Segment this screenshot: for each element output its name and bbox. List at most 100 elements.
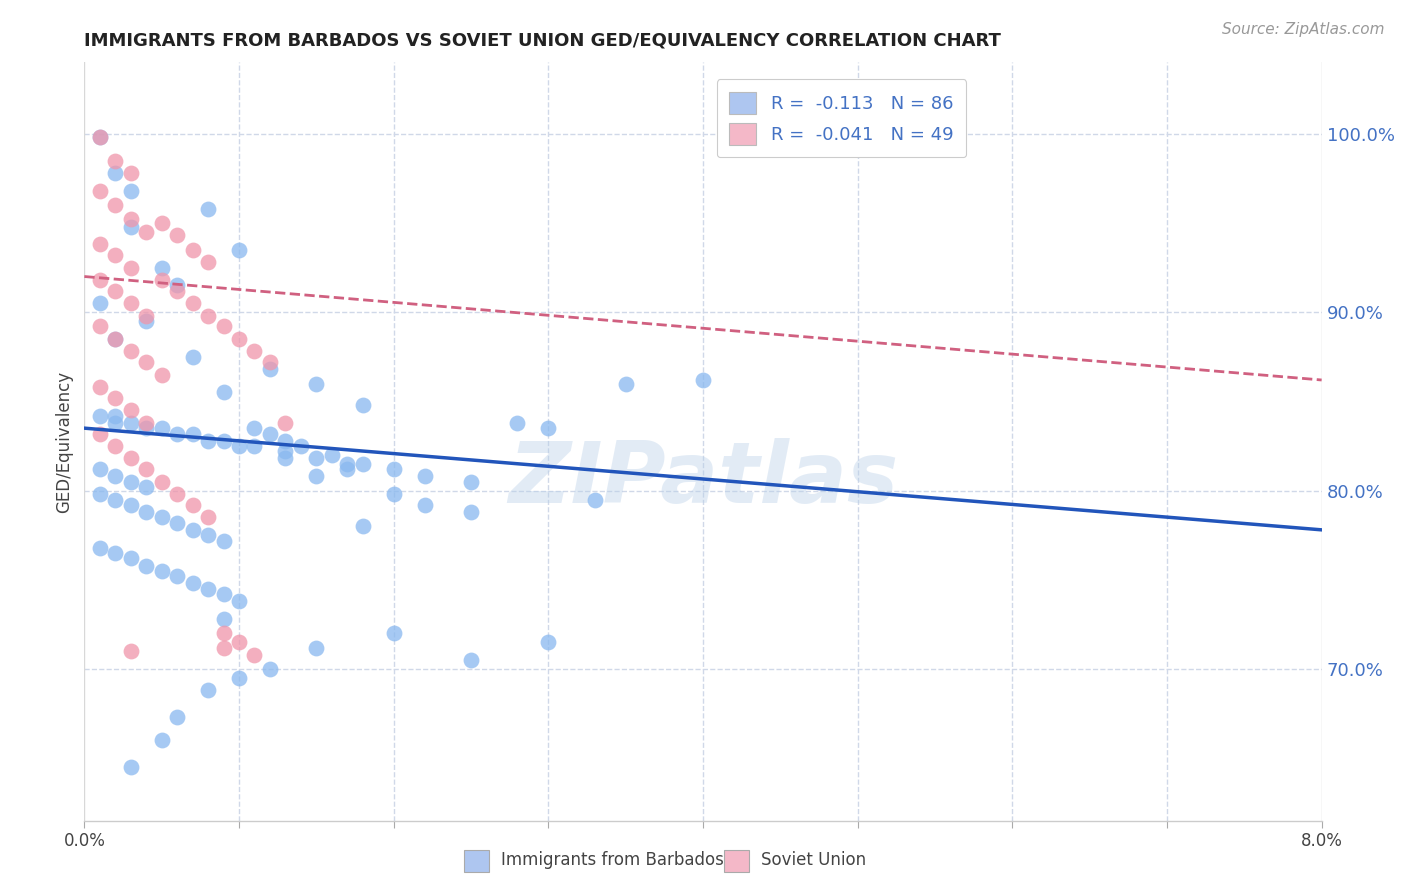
Point bbox=[120, 219, 142, 234]
Point bbox=[212, 587, 235, 601]
Point bbox=[166, 426, 188, 441]
Point bbox=[228, 635, 250, 649]
Point bbox=[382, 487, 405, 501]
Point bbox=[274, 451, 297, 466]
Point bbox=[135, 558, 157, 573]
Point bbox=[460, 653, 482, 667]
Point bbox=[228, 332, 250, 346]
Point bbox=[197, 434, 219, 448]
Point bbox=[166, 278, 188, 293]
Point bbox=[135, 421, 157, 435]
Point bbox=[150, 733, 173, 747]
Point bbox=[243, 439, 266, 453]
Legend: R =  -0.113   N = 86, R =  -0.041   N = 49: R = -0.113 N = 86, R = -0.041 N = 49 bbox=[717, 79, 966, 157]
Point bbox=[321, 448, 343, 462]
Point bbox=[104, 153, 127, 168]
Point bbox=[692, 373, 714, 387]
Point bbox=[89, 130, 111, 145]
Point bbox=[259, 362, 281, 376]
Point bbox=[197, 202, 219, 216]
Text: ZIPatlas: ZIPatlas bbox=[508, 438, 898, 521]
Point bbox=[120, 451, 142, 466]
Point bbox=[212, 434, 235, 448]
Point bbox=[150, 260, 173, 275]
Point bbox=[104, 546, 127, 560]
Point bbox=[166, 569, 188, 583]
Point bbox=[243, 421, 266, 435]
Point bbox=[120, 403, 142, 417]
Point bbox=[197, 255, 219, 269]
Point bbox=[120, 296, 142, 310]
Point bbox=[104, 332, 127, 346]
Point bbox=[104, 439, 127, 453]
Point bbox=[104, 284, 127, 298]
Point bbox=[614, 376, 637, 391]
Point bbox=[228, 671, 250, 685]
Point bbox=[243, 344, 266, 359]
Text: IMMIGRANTS FROM BARBADOS VS SOVIET UNION GED/EQUIVALENCY CORRELATION CHART: IMMIGRANTS FROM BARBADOS VS SOVIET UNION… bbox=[84, 32, 1001, 50]
Point bbox=[89, 319, 111, 334]
Point bbox=[104, 492, 127, 507]
Point bbox=[243, 648, 266, 662]
Point bbox=[135, 505, 157, 519]
Point bbox=[181, 243, 204, 257]
Point bbox=[104, 391, 127, 405]
Point bbox=[166, 487, 188, 501]
Point bbox=[228, 594, 250, 608]
Point bbox=[382, 462, 405, 476]
Point bbox=[135, 309, 157, 323]
Point bbox=[537, 421, 560, 435]
Point bbox=[305, 376, 328, 391]
Point bbox=[382, 626, 405, 640]
Point bbox=[104, 248, 127, 262]
Point bbox=[89, 273, 111, 287]
Point bbox=[89, 409, 111, 423]
Point bbox=[290, 439, 312, 453]
Point bbox=[135, 225, 157, 239]
Point bbox=[104, 198, 127, 212]
Point bbox=[197, 582, 219, 596]
Point bbox=[104, 332, 127, 346]
Point bbox=[135, 416, 157, 430]
Point bbox=[120, 416, 142, 430]
Point bbox=[197, 510, 219, 524]
Point bbox=[259, 426, 281, 441]
Point bbox=[212, 612, 235, 626]
Point bbox=[181, 498, 204, 512]
Point bbox=[120, 212, 142, 227]
Point bbox=[212, 626, 235, 640]
Point bbox=[89, 184, 111, 198]
Point bbox=[150, 216, 173, 230]
Point bbox=[197, 528, 219, 542]
Point bbox=[413, 498, 436, 512]
Point bbox=[150, 273, 173, 287]
Text: Soviet Union: Soviet Union bbox=[761, 851, 866, 870]
Point bbox=[181, 523, 204, 537]
Point bbox=[166, 284, 188, 298]
Point bbox=[212, 640, 235, 655]
Text: Immigrants from Barbados: Immigrants from Barbados bbox=[501, 851, 724, 870]
Point bbox=[89, 462, 111, 476]
Point bbox=[135, 314, 157, 328]
Point bbox=[120, 166, 142, 180]
Point bbox=[212, 533, 235, 548]
Point bbox=[274, 434, 297, 448]
Point bbox=[104, 416, 127, 430]
Point bbox=[212, 385, 235, 400]
Point bbox=[135, 355, 157, 369]
Point bbox=[120, 551, 142, 566]
Point bbox=[352, 457, 374, 471]
Point bbox=[120, 260, 142, 275]
Point bbox=[181, 296, 204, 310]
Point bbox=[352, 519, 374, 533]
Point bbox=[181, 576, 204, 591]
Point bbox=[150, 421, 173, 435]
Point bbox=[89, 380, 111, 394]
Point bbox=[228, 243, 250, 257]
Point bbox=[413, 469, 436, 483]
Point bbox=[89, 541, 111, 555]
Point bbox=[583, 492, 606, 507]
Point bbox=[166, 710, 188, 724]
Point bbox=[89, 296, 111, 310]
Point bbox=[120, 644, 142, 658]
